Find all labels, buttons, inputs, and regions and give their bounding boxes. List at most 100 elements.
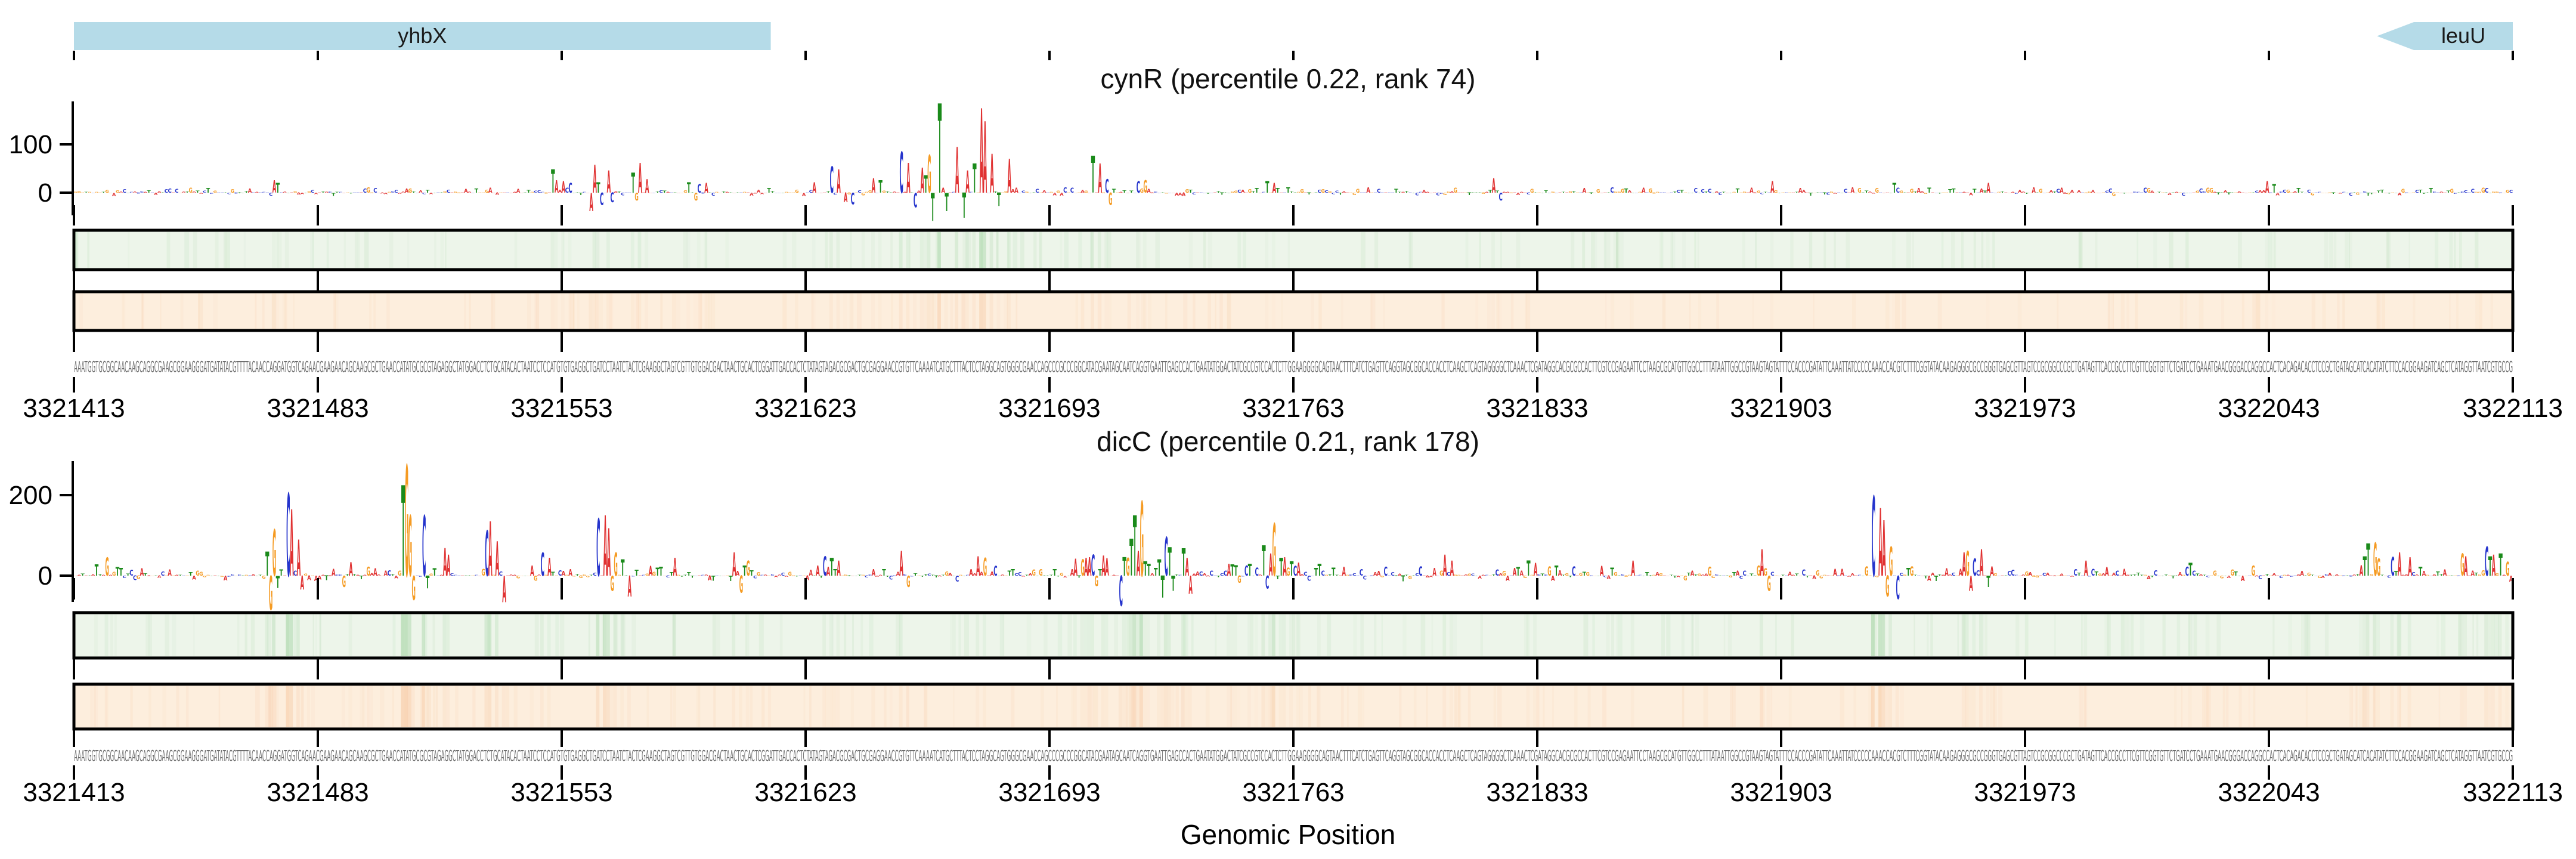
logo-letter-A: A <box>1119 191 1123 193</box>
orange-band-stripe <box>367 686 370 727</box>
logo-letter-A: A <box>1809 575 1813 576</box>
logo-letter-T: T <box>889 192 893 193</box>
orange-band-stripe <box>198 293 203 329</box>
green-band-stripe <box>1606 614 1610 656</box>
x-tick-label: 3321553 <box>510 394 613 423</box>
logo-letter-T: T <box>2300 192 2304 193</box>
orange-band-stripe <box>2463 686 2467 727</box>
green-band-stripe <box>962 232 967 268</box>
logo-letter-C: C <box>2269 193 2273 194</box>
green-band-stripe <box>434 232 436 268</box>
orange-band-stripe <box>425 686 429 727</box>
green-band-stripe <box>2188 614 2192 656</box>
green-band-stripe <box>312 614 314 656</box>
logo-letter-A: A <box>2070 189 2075 193</box>
green-band-stripe <box>514 232 518 268</box>
orange-band-stripe <box>301 686 304 727</box>
orange-band-stripe <box>850 293 854 329</box>
y-tick-label: 0 <box>38 178 52 208</box>
logo-letter-G: G <box>2032 576 2036 577</box>
logo-letter-T: T <box>2457 192 2461 193</box>
logo-letter-T: T <box>2366 536 2370 587</box>
orange-band-stripe <box>284 293 287 329</box>
logo-letter-C: C <box>1767 192 1771 193</box>
orange-band-stripe <box>899 293 903 329</box>
orange-band-stripe <box>569 293 574 329</box>
logo-letter-G: G <box>2370 574 2374 576</box>
orange-band-stripe <box>1104 293 1109 329</box>
green-band-stripe <box>620 614 624 656</box>
logo-letter-G: G <box>757 571 760 577</box>
logo-letter-C: C <box>2349 192 2353 197</box>
orange-band-stripe <box>1413 686 1417 727</box>
green-band-stripe <box>2362 614 2366 656</box>
logo-letter-C: C <box>1509 575 1513 576</box>
logo-letter-C: C <box>1370 576 1374 577</box>
logo-letter-G: G <box>1865 564 1868 579</box>
logo-letter-A: A <box>213 575 217 576</box>
logo-letter-A: A <box>2018 189 2022 194</box>
logo-letter-A: A <box>1196 192 1200 193</box>
logo-letter-C: C <box>293 570 297 578</box>
logo-letter-T: T <box>711 574 716 583</box>
orange-band-stripe <box>596 686 600 727</box>
logo-letter-T: T <box>1339 192 1343 196</box>
logo-letter-C: C <box>1959 192 1963 193</box>
orange-band-stripe <box>433 686 435 727</box>
orange-band-stripe <box>906 686 910 727</box>
logo-letter-T: T <box>433 567 437 579</box>
logo-letter-A: A <box>2122 567 2126 579</box>
green-band-stripe <box>1927 614 1929 656</box>
logo-letter-A: A <box>1872 193 1876 194</box>
green-band-stripe <box>265 614 269 656</box>
green-band-stripe <box>1941 232 1944 268</box>
orange-band-stripe <box>2484 686 2488 727</box>
logo-letter-A: A <box>384 192 388 194</box>
logo-letter-T: T <box>185 191 190 193</box>
logo-letter-T: T <box>1143 557 1147 580</box>
logo-letter-C: C <box>1760 192 1764 194</box>
logo-letter-A: A <box>1948 574 1952 576</box>
logo-letter-A: A <box>1851 186 1855 194</box>
logo-letter-A: A <box>2178 571 2182 576</box>
logo-letter-G: G <box>1380 576 1385 578</box>
x-tick-label: 3322113 <box>2462 778 2563 807</box>
logo-letter-T: T <box>101 192 106 193</box>
green-band-stripe <box>354 232 358 268</box>
green-band-stripe <box>554 232 558 268</box>
logo-letter-A: A <box>2275 192 2280 197</box>
orange-band-stripe <box>1129 686 1133 727</box>
logo-letter-A: A <box>1084 554 1088 582</box>
logo-letter-A: A <box>562 570 566 577</box>
green-band-stripe <box>2390 614 2394 656</box>
orange-band-stripe <box>1788 686 1792 727</box>
logo-letter-A: A <box>2046 572 2050 577</box>
sequence-row-dicC: AAATGGTGCGGCAACAAGCAGGCGAAGCGGAAGGGATGAT… <box>73 747 2514 780</box>
logo-letter-A: A <box>1506 575 1510 583</box>
green-band-stripe <box>1139 614 1143 656</box>
logo-letter-T: T <box>1704 191 1708 193</box>
logo-letter-T: T <box>634 568 638 577</box>
green-band-stripe <box>75 232 78 268</box>
logo-letter-A: A <box>903 192 907 193</box>
logo-letter-A: A <box>377 574 381 576</box>
logo-letter-C: C <box>419 575 423 577</box>
y-tick-label: 0 <box>38 561 52 591</box>
orange-band-stripe <box>348 686 352 727</box>
green-band-stripe <box>534 614 539 656</box>
green-band-stripe <box>1039 232 1042 268</box>
green-band-stripe <box>284 232 289 268</box>
logo-letter-T: T <box>1332 567 1336 579</box>
green-band-stripe <box>1143 614 1147 656</box>
orange-band-stripe <box>1371 293 1376 329</box>
green-band-stripe <box>895 614 900 656</box>
logo-letter-A: A <box>1519 192 1524 193</box>
logo-letter-T: T <box>2352 192 2357 193</box>
green-band-stripe <box>1317 614 1321 656</box>
logo-letter-G: G <box>1039 567 1042 577</box>
logo-letter-A: A <box>1481 574 1485 576</box>
logo-letter-G: G <box>725 575 729 576</box>
green-band-stripe <box>2303 614 2306 656</box>
green-band-stripe <box>958 614 961 656</box>
